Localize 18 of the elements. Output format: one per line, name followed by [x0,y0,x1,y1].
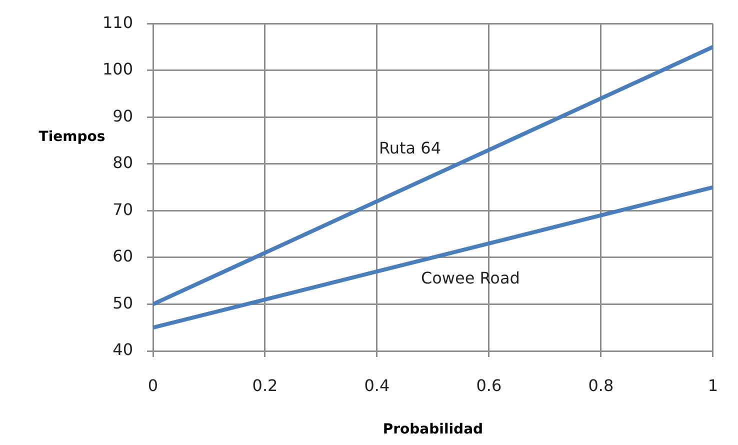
x-tick-label: 0 [148,376,158,395]
y-tick-label: 90 [112,106,133,126]
x-axis-title: Probabilidad [382,422,484,438]
x-tick-label: 1 [708,376,718,395]
series-label: Ruta 64 [378,138,442,158]
y-tick-label: 50 [112,293,133,312]
y-tick-label: 40 [112,340,133,360]
y-axis-title: Tiempos [38,129,106,146]
x-tick-label: 0.6 [476,376,502,395]
y-tick-label: 70 [112,200,133,219]
x-tick-label: 0.2 [252,376,278,395]
series-label: Cowee Road [420,268,520,288]
y-tick-label: 100 [102,60,133,79]
y-tick-label: 110 [102,12,133,32]
y-tick-label: 80 [112,153,133,172]
y-tick-label: 60 [112,246,133,266]
x-tick-label: 0.4 [364,376,390,395]
x-tick-label: 0.8 [588,376,614,395]
